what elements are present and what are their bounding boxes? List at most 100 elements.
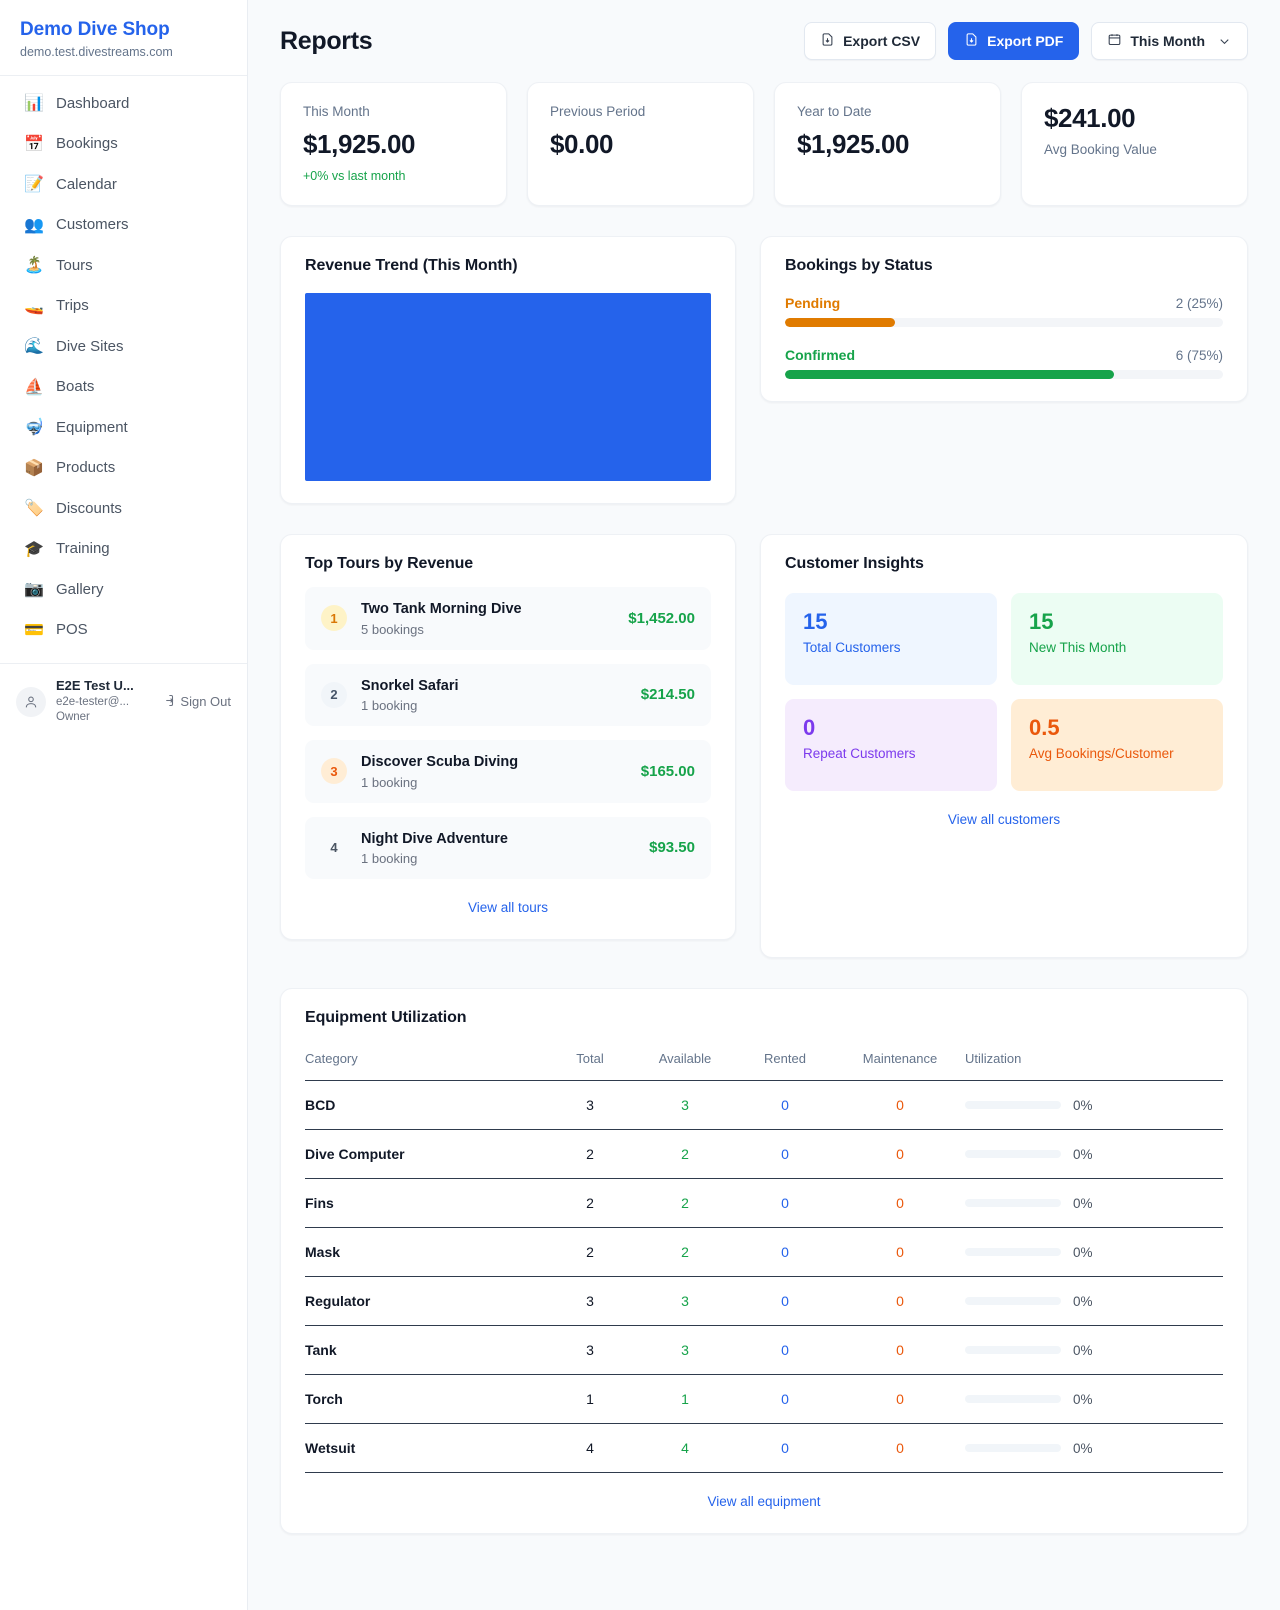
products-icon: 📦 bbox=[24, 459, 44, 477]
sidebar-item-products[interactable]: 📦 Products bbox=[0, 448, 247, 489]
user-info: E2E Test U... e2e-tester@... Owner bbox=[56, 678, 150, 726]
sidebar-item-dashboard[interactable]: 📊 Dashboard bbox=[0, 84, 247, 125]
cell-utilization: 0% bbox=[965, 1178, 1223, 1228]
page-header: Reports Export CSV Export PDF bbox=[280, 22, 1248, 60]
insight-label: Total Customers bbox=[803, 640, 901, 656]
tour-info: Night Dive Adventure 1 booking bbox=[361, 830, 635, 867]
sidebar-item-label: Discounts bbox=[56, 499, 122, 517]
cell-rented: 0 bbox=[735, 1276, 835, 1326]
sidebar-item-tours[interactable]: 🏝️ Tours bbox=[0, 246, 247, 287]
table-header-row: Category Total Available Rented Maintenance U… bbox=[305, 1043, 1223, 1081]
view-all-tours-link[interactable]: View all tours bbox=[467, 900, 549, 916]
utilization-percent: 0% bbox=[1073, 1146, 1093, 1162]
equipment-icon: 🤿 bbox=[24, 419, 44, 436]
utilization-percent: 0% bbox=[1073, 1244, 1093, 1260]
export-csv-button[interactable]: Export CSV bbox=[804, 22, 937, 60]
customer-insights-panel: Customer Insights 15 Total Customers 15 New… bbox=[760, 534, 1248, 958]
status-count: 6 (75%) bbox=[1175, 348, 1223, 363]
view-all-customers-link[interactable]: View all customers bbox=[947, 812, 1061, 827]
sidebar-item-label: Dive Sites bbox=[56, 337, 124, 355]
sidebar-item-trips[interactable]: 🚤 Trips bbox=[0, 286, 247, 327]
tour-rank-badge: 4 bbox=[330, 840, 338, 856]
sidebar-item-dive-sites[interactable]: 🌊 Dive Sites bbox=[0, 327, 247, 368]
sidebar-item-gallery[interactable]: 📷 Gallery bbox=[0, 570, 247, 611]
tour-bookings: 1 booking bbox=[361, 851, 418, 867]
utilization-percent: 0% bbox=[1073, 1097, 1093, 1113]
date-range-selector[interactable]: This Month bbox=[1091, 22, 1248, 60]
equipment-utilization-panel: Equipment Utilization Category Total Avail… bbox=[280, 988, 1248, 1534]
utilization-wrap: 0% bbox=[965, 1147, 1223, 1162]
equipment-title: Equipment Utilization bbox=[305, 1009, 467, 1026]
sidebar-item-label: Boats bbox=[56, 378, 95, 396]
file-export-icon bbox=[820, 32, 835, 50]
utilization-wrap: 0% bbox=[965, 1294, 1223, 1309]
sidebar-nav: 📊 Dashboard 📅 Bookings 📝 Calendar 👥 Customers 🏝️… bbox=[0, 76, 247, 657]
view-all-equipment-link[interactable]: View all equipment bbox=[707, 1494, 821, 1509]
sidebar-item-boats[interactable]: ⛵ Boats bbox=[0, 367, 247, 408]
sidebar-item-label: Trips bbox=[56, 297, 89, 315]
discounts-icon: 🏷️ bbox=[24, 500, 44, 517]
export-csv-label: Export CSV bbox=[843, 33, 921, 49]
sidebar-item-calendar[interactable]: 📝 Calendar bbox=[0, 165, 247, 206]
kpi-label: Previous Period bbox=[550, 104, 646, 119]
sidebar-item-training[interactable]: 🎓 Training bbox=[0, 529, 247, 570]
sidebar-item-pos[interactable]: 💳 POS bbox=[0, 610, 247, 651]
chevron-down-icon bbox=[1220, 38, 1229, 44]
charts-row: Revenue Trend (This Month) Bookings by S… bbox=[280, 236, 1248, 504]
sidebar-item-discounts[interactable]: 🏷️ Discounts bbox=[0, 489, 247, 530]
cell-available: 3 bbox=[635, 1080, 735, 1130]
status-list: Pending 2 (25%) Confirmed 6 (75%) bbox=[785, 295, 1223, 379]
tour-row[interactable]: 4 Night Dive Adventure 1 booking $93.50 bbox=[305, 816, 711, 880]
utilization-track bbox=[965, 1444, 1061, 1452]
tour-info: Two Tank Morning Dive 5 bookings bbox=[361, 600, 614, 637]
export-pdf-button[interactable]: Export PDF bbox=[948, 22, 1080, 60]
sidebar-item-label: Tours bbox=[56, 256, 93, 274]
kpi-label: Avg Booking Value bbox=[1044, 142, 1157, 157]
sidebar-item-bookings[interactable]: 📅 Bookings bbox=[0, 124, 247, 165]
utilization-percent: 0% bbox=[1073, 1342, 1093, 1358]
kpi-delta: +0% vs last month bbox=[303, 168, 406, 183]
sidebar-item-customers[interactable]: 👥 Customers bbox=[0, 205, 247, 246]
column-header: Rented bbox=[735, 1043, 835, 1081]
cell-maintenance: 0 bbox=[835, 1276, 965, 1326]
table-row: Torch 1 1 0 0 0% bbox=[305, 1374, 1223, 1424]
cell-category: Tank bbox=[305, 1325, 545, 1375]
table-row: Tank 3 3 0 0 0% bbox=[305, 1325, 1223, 1375]
cell-utilization: 0% bbox=[965, 1276, 1223, 1326]
sidebar-item-label: Calendar bbox=[56, 175, 117, 193]
cell-total: 1 bbox=[545, 1374, 635, 1424]
status-item: Pending 2 (25%) bbox=[785, 295, 1223, 327]
table-row: Mask 2 2 0 0 0% bbox=[305, 1227, 1223, 1277]
view-all-equipment-row: View all equipment bbox=[305, 1493, 1223, 1511]
trips-icon: 🚤 bbox=[24, 297, 44, 315]
cell-category: Dive Computer bbox=[305, 1129, 545, 1179]
top-tours-list: 1 Two Tank Morning Dive 5 bookings $1,452.0… bbox=[305, 587, 711, 880]
sign-out-icon bbox=[160, 693, 175, 711]
tour-info: Discover Scuba Diving 1 booking bbox=[361, 753, 627, 790]
sidebar-item-equipment[interactable]: 🤿 Equipment bbox=[0, 408, 247, 449]
tour-row[interactable]: 2 Snorkel Safari 1 booking $214.50 bbox=[305, 663, 711, 727]
tour-row[interactable]: 3 Discover Scuba Diving 1 booking $165.00 bbox=[305, 740, 711, 803]
utilization-track bbox=[965, 1395, 1061, 1403]
kpi-card: This Month $1,925.00 +0% vs last month bbox=[280, 82, 507, 206]
tour-rank-badge: 2 bbox=[321, 681, 347, 708]
cell-total: 3 bbox=[545, 1080, 635, 1130]
tour-row[interactable]: 1 Two Tank Morning Dive 5 bookings $1,452.0… bbox=[305, 587, 711, 650]
utilization-track bbox=[965, 1248, 1061, 1256]
sign-out-label: Sign Out bbox=[180, 694, 231, 710]
insight-label: New This Month bbox=[1029, 640, 1127, 656]
column-header: Available bbox=[635, 1043, 735, 1081]
kpi-card: Previous Period $0.00 bbox=[527, 82, 754, 206]
cell-maintenance: 0 bbox=[835, 1178, 965, 1228]
customer-insights-title: Customer Insights bbox=[785, 555, 924, 572]
status-progress-track bbox=[785, 370, 1223, 379]
tour-bookings: 1 booking bbox=[361, 774, 418, 790]
cell-available: 3 bbox=[635, 1276, 735, 1326]
cell-available: 4 bbox=[635, 1423, 735, 1473]
bookings-icon: 📅 bbox=[24, 135, 44, 153]
utilization-percent: 0% bbox=[1073, 1440, 1093, 1456]
brand-block[interactable]: Demo Dive Shop demo.test.divestreams.com bbox=[0, 0, 247, 76]
cell-maintenance: 0 bbox=[835, 1080, 965, 1130]
sign-out-button[interactable]: Sign Out bbox=[160, 693, 233, 711]
utilization-track bbox=[965, 1297, 1061, 1305]
